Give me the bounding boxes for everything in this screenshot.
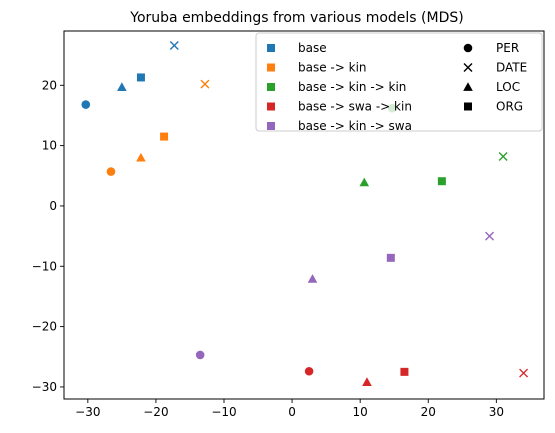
legend-label: LOC xyxy=(496,80,520,94)
data-point xyxy=(307,274,318,283)
x-tick-label: −30 xyxy=(75,405,100,419)
legend-label: base -> kin -> kin xyxy=(298,80,406,94)
legend-label: DATE xyxy=(496,61,527,75)
x-tick-label: 20 xyxy=(421,405,436,419)
x-tick-label: −20 xyxy=(143,405,168,419)
x-tick-label: 0 xyxy=(288,405,296,419)
legend-marker xyxy=(463,82,473,91)
legend-label: PER xyxy=(496,41,519,55)
data-point xyxy=(117,82,127,91)
data-point xyxy=(437,177,446,186)
data-point xyxy=(136,152,146,162)
data-point xyxy=(106,167,116,176)
data-point xyxy=(362,377,372,386)
legend-marker xyxy=(267,122,275,130)
data-point xyxy=(400,367,409,376)
data-point xyxy=(304,366,314,376)
legend-marker xyxy=(463,63,473,72)
x-tick-label: 30 xyxy=(489,405,504,419)
data-point xyxy=(169,40,179,50)
data-point xyxy=(498,151,508,161)
data-point xyxy=(359,177,370,187)
legend-label: base xyxy=(298,41,327,55)
legend-marker xyxy=(267,44,275,52)
data-point xyxy=(160,132,169,141)
legend-marker xyxy=(463,43,473,53)
y-tick-label: −10 xyxy=(32,259,57,273)
x-tick-label: −10 xyxy=(211,405,236,419)
data-point xyxy=(485,231,495,241)
data-point xyxy=(386,253,395,262)
data-point xyxy=(519,368,529,378)
legend: base base -> kin base -> kin -> kin base ->… xyxy=(255,32,543,133)
data-point xyxy=(195,350,205,360)
x-axis: −30 −20 −10 0 10 20 30 xyxy=(75,399,504,419)
y-tick-label: −20 xyxy=(32,320,57,334)
axes-frame xyxy=(63,30,545,400)
legend-marker xyxy=(267,63,275,72)
data-point xyxy=(81,100,91,109)
data-point xyxy=(200,79,210,89)
legend-marker xyxy=(464,102,472,111)
y-axis: −30 −20 −10 0 10 20 xyxy=(32,78,64,394)
legend-label: ORG xyxy=(496,100,523,114)
legend-marker xyxy=(267,102,275,111)
chart-title: Yoruba embeddings from various models (M… xyxy=(129,10,463,26)
y-tick-label: −30 xyxy=(32,380,57,394)
data-point xyxy=(136,73,145,82)
y-tick-label: 20 xyxy=(42,78,57,92)
legend-marker xyxy=(267,83,275,91)
legend-label: base -> kin xyxy=(298,61,367,75)
legend-label: base -> swa -> kin xyxy=(298,100,412,114)
y-tick-label: 0 xyxy=(49,199,57,213)
legend-label: base -> kin -> swa xyxy=(298,119,412,133)
x-tick-label: 10 xyxy=(353,405,368,419)
y-tick-label: 10 xyxy=(42,139,57,153)
